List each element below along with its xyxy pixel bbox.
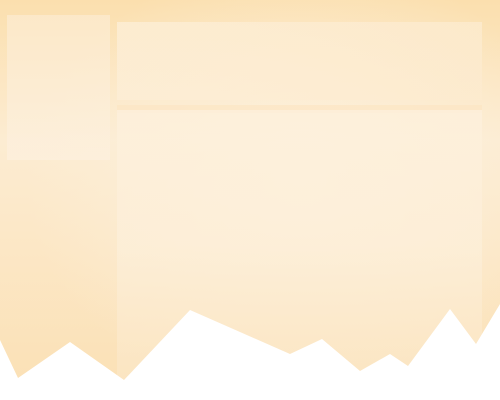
main-content-panel: [117, 110, 482, 380]
header-fill: [117, 22, 482, 100]
sidebar-panel: [7, 15, 110, 160]
header-panel: [117, 22, 482, 100]
header-divider: [117, 100, 482, 113]
content-fill: [117, 110, 482, 380]
divider-fill: [117, 105, 482, 113]
sidebar-fill: [7, 15, 110, 160]
